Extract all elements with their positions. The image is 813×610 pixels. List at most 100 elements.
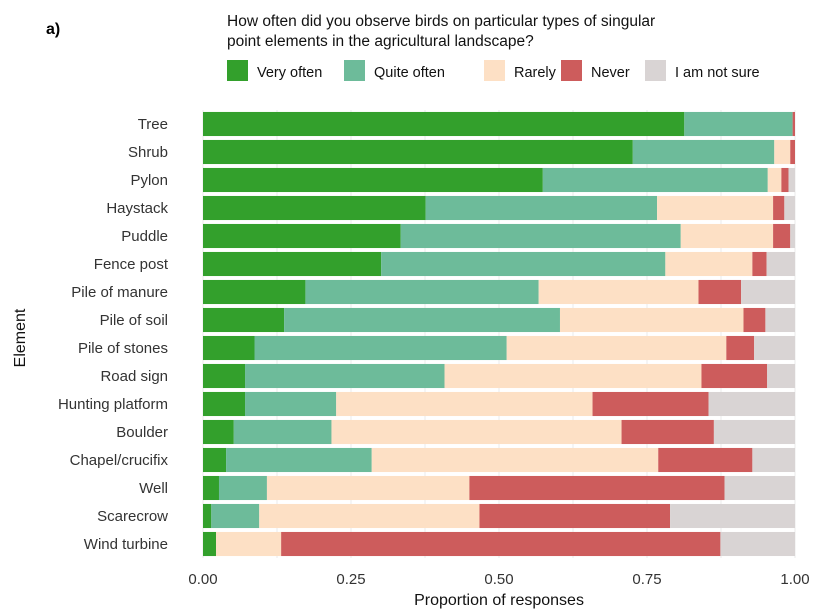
bar-segment bbox=[203, 363, 246, 389]
panel-label: a) bbox=[46, 21, 60, 38]
legend: Very often Quite often Rarely Never I am not… bbox=[227, 60, 760, 81]
bar-segment bbox=[245, 391, 337, 417]
bar-segment bbox=[305, 279, 539, 305]
bar-segment bbox=[752, 447, 795, 473]
bar-segment bbox=[767, 167, 782, 193]
bar-segment bbox=[479, 503, 671, 529]
bar-segment bbox=[542, 167, 768, 193]
bar-segment bbox=[336, 391, 593, 417]
category-label: Wind turbine bbox=[84, 536, 168, 553]
bar-segment bbox=[773, 223, 791, 249]
bar-segment bbox=[245, 363, 445, 389]
bar-segment bbox=[233, 419, 332, 445]
bar-segment bbox=[680, 223, 774, 249]
x-axis-title: Proportion of responses bbox=[414, 592, 584, 609]
category-labels: Tree Shrub Pylon Haystack Puddle Fence post Pi… bbox=[58, 116, 169, 553]
bar-segment bbox=[754, 335, 795, 361]
bar-segment bbox=[203, 391, 246, 417]
x-tick-label: 1.00 bbox=[780, 571, 809, 588]
bar-segment bbox=[632, 139, 775, 165]
bar-segment bbox=[281, 531, 721, 557]
category-label: Tree bbox=[138, 116, 168, 133]
category-label: Puddle bbox=[121, 228, 168, 245]
legend-label: Very often bbox=[257, 65, 322, 81]
bar-segment bbox=[559, 307, 744, 333]
bar-segment bbox=[259, 503, 480, 529]
bar-segment bbox=[203, 111, 685, 137]
legend-swatch bbox=[484, 60, 505, 81]
bar-segment bbox=[266, 475, 470, 501]
category-label: Chapel/crucifix bbox=[70, 452, 169, 469]
bar-segment bbox=[218, 475, 267, 501]
bar-segment bbox=[788, 167, 795, 193]
bar-segment bbox=[684, 111, 793, 137]
bar-segment bbox=[400, 223, 681, 249]
bar-segment bbox=[713, 419, 795, 445]
category-label: Scarecrow bbox=[97, 508, 168, 525]
bar-segment bbox=[203, 223, 401, 249]
x-tick-label: 0.00 bbox=[188, 571, 217, 588]
bar-segment bbox=[203, 167, 543, 193]
bar-segment bbox=[792, 111, 795, 137]
category-label: Well bbox=[139, 480, 168, 497]
bar-segment bbox=[657, 195, 774, 221]
bar-segment bbox=[790, 223, 795, 249]
bar-segment bbox=[506, 335, 727, 361]
bar-segment bbox=[203, 251, 382, 277]
legend-label: Never bbox=[591, 65, 630, 81]
bar-segment bbox=[203, 475, 219, 501]
bar-segment bbox=[665, 251, 753, 277]
category-label: Fence post bbox=[94, 256, 169, 273]
bar-segment bbox=[784, 195, 795, 221]
bar-segment bbox=[203, 335, 255, 361]
bars bbox=[203, 111, 795, 557]
category-label: Pile of manure bbox=[71, 284, 168, 301]
bar-segment bbox=[774, 139, 791, 165]
x-tick-label: 0.25 bbox=[336, 571, 365, 588]
x-tick-label: 0.50 bbox=[484, 571, 513, 588]
bar-segment bbox=[203, 279, 306, 305]
bar-segment bbox=[658, 447, 753, 473]
chart-title-line-1: How often did you observe birds on parti… bbox=[227, 13, 655, 30]
bar-segment bbox=[444, 363, 702, 389]
category-label: Road sign bbox=[100, 368, 168, 385]
category-label: Pylon bbox=[130, 172, 168, 189]
bar-segment bbox=[701, 363, 768, 389]
bar-segment bbox=[592, 391, 709, 417]
bar-segment bbox=[203, 139, 633, 165]
bar-segment bbox=[724, 475, 795, 501]
bar-segment bbox=[211, 503, 260, 529]
bar-segment bbox=[203, 447, 227, 473]
bar-segment bbox=[698, 279, 742, 305]
legend-swatch bbox=[561, 60, 582, 81]
legend-swatch bbox=[344, 60, 365, 81]
bar-segment bbox=[203, 195, 426, 221]
bar-segment bbox=[773, 195, 785, 221]
category-label: Hunting platform bbox=[58, 396, 168, 413]
bar-segment bbox=[216, 531, 282, 557]
bar-segment bbox=[708, 391, 795, 417]
bar-segment bbox=[469, 475, 725, 501]
category-label: Haystack bbox=[106, 200, 168, 217]
bar-segment bbox=[538, 279, 699, 305]
bar-segment bbox=[670, 503, 795, 529]
bar-segment bbox=[381, 251, 666, 277]
category-label: Shrub bbox=[128, 144, 168, 161]
bar-segment bbox=[743, 307, 766, 333]
bar-segment bbox=[203, 503, 212, 529]
y-axis-title: Element bbox=[12, 308, 29, 367]
bar-segment bbox=[720, 531, 795, 557]
chart-title-line-2: point elements in the agricultural lands… bbox=[227, 33, 534, 50]
bar-segment bbox=[790, 139, 795, 165]
bar-segment bbox=[766, 251, 795, 277]
category-label: Pile of stones bbox=[78, 340, 168, 357]
bar-segment bbox=[254, 335, 507, 361]
x-tick-label: 0.75 bbox=[632, 571, 661, 588]
bar-segment bbox=[741, 279, 795, 305]
bar-segment bbox=[781, 167, 789, 193]
legend-swatch bbox=[227, 60, 248, 81]
legend-label: Rarely bbox=[514, 65, 557, 81]
legend-label: I am not sure bbox=[675, 65, 760, 81]
bar-segment bbox=[767, 363, 795, 389]
